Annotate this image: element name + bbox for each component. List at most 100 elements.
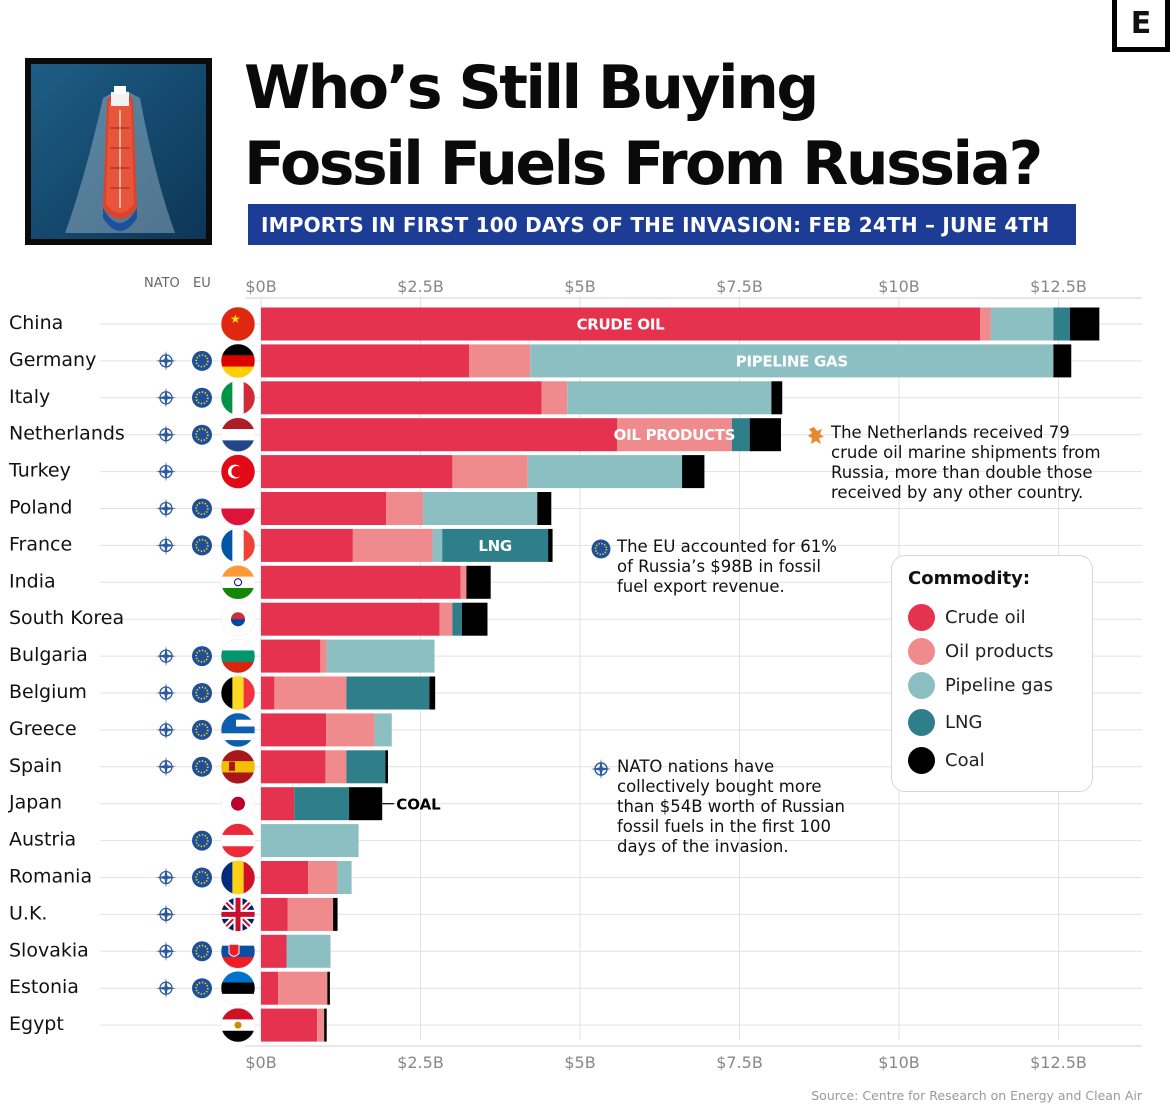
flag-crescent — [231, 466, 243, 478]
flag-stripe — [221, 1030, 255, 1043]
bar-segment — [327, 971, 330, 1005]
bar-segment — [261, 528, 353, 562]
flag-stripe — [221, 676, 233, 710]
x-tick-label-top: $10B — [878, 277, 920, 296]
flag-stripe — [243, 860, 255, 895]
nato-annotation-line: collectively bought more — [617, 777, 822, 796]
bar-segment — [527, 455, 683, 489]
bar-segment — [337, 861, 352, 894]
bar-segment — [442, 528, 549, 562]
eu-icon — [192, 941, 212, 962]
bar-segment — [261, 381, 542, 415]
legend-label: LNG — [945, 712, 983, 733]
bar-segment — [1053, 307, 1070, 341]
flag-taeguk — [231, 619, 245, 627]
bar-segment — [261, 750, 326, 784]
country-label: Germany — [9, 349, 96, 371]
flag-stripe — [221, 307, 255, 341]
subtitle-text: IMPORTS IN FIRST 100 DAYS OF THE INVASIO… — [261, 212, 1050, 237]
legend-item-coal: Coal — [908, 747, 985, 774]
nato-icon — [156, 498, 176, 519]
nato-icon — [156, 867, 176, 888]
flag-outline — [220, 528, 256, 563]
flag-stripe — [221, 719, 255, 727]
bar-segment — [261, 934, 287, 968]
eu-annotation-line: of Russia’s $98B in fossil — [617, 557, 821, 576]
nato-column-header: NATO — [144, 276, 180, 291]
flag-stripe — [221, 712, 255, 721]
flag-outline — [220, 380, 256, 416]
bar-segment — [349, 787, 383, 821]
flag-stripe — [232, 860, 245, 895]
netherlands-annotation-line: received by any other country. — [831, 483, 1084, 502]
country-label: Belgium — [9, 681, 87, 703]
flag-stripe — [221, 380, 233, 415]
flag-stripe — [221, 934, 255, 947]
flag-stripe — [221, 565, 255, 578]
flag-stripe — [221, 366, 255, 378]
bar-segment — [548, 528, 553, 562]
bar-segment — [274, 676, 347, 710]
flag-star: ★ — [230, 312, 241, 326]
netherlands-annotation-line: The Netherlands received 79 — [831, 423, 1070, 442]
bar-segment — [278, 971, 328, 1005]
country-label: India — [9, 570, 56, 592]
legend-item-oil-products: Oil products — [908, 638, 1054, 665]
flag-stripe — [221, 726, 255, 734]
bar-segment — [439, 602, 453, 636]
bar-segment — [261, 897, 288, 931]
eu-icon — [195, 354, 209, 368]
flag-stripe — [221, 740, 255, 747]
bar-segment — [980, 307, 991, 341]
country-label: Estonia — [9, 976, 79, 998]
flag-stripe — [221, 440, 255, 452]
x-tick-label-bottom: $2.5B — [397, 1053, 444, 1072]
eu-icon — [192, 535, 212, 556]
flag-stripe — [221, 343, 255, 356]
country-label: Japan — [8, 792, 62, 814]
bar-segment — [468, 344, 531, 378]
bar-segment — [261, 455, 453, 489]
flag-outline — [220, 601, 256, 637]
flag-stripe — [221, 982, 255, 995]
bar-segment — [346, 750, 386, 784]
eu-icon — [192, 830, 212, 851]
flag-emblem — [234, 1021, 242, 1029]
flag-stripe — [221, 355, 255, 368]
bar-segment — [460, 565, 467, 599]
bar-segment — [461, 602, 488, 636]
legend-label: Coal — [945, 750, 985, 771]
eu-icon — [195, 981, 209, 995]
bar-segment — [261, 787, 295, 821]
country-label: Slovakia — [9, 939, 89, 961]
bar-segment — [386, 492, 424, 525]
eu-icon — [192, 387, 212, 408]
flag-stripe — [221, 1008, 255, 1020]
bar-segment — [261, 418, 618, 452]
nato-icon — [156, 756, 176, 777]
eu-icon — [195, 391, 209, 405]
legend-item-lng: LNG — [908, 709, 982, 736]
flag-stripe — [243, 380, 255, 415]
nato-icon — [156, 387, 176, 408]
bar-segment — [346, 676, 430, 710]
flag-outline — [220, 306, 256, 342]
flag-stripe — [221, 772, 255, 784]
eu-icon — [192, 424, 212, 445]
x-tick-label-top: $12.5B — [1030, 277, 1087, 296]
flag-outline — [220, 749, 256, 785]
flag-outline — [220, 970, 256, 1006]
pipeline-gas-swatch — [908, 672, 935, 699]
bar-segment — [385, 750, 388, 784]
bar-segment — [1069, 307, 1100, 341]
bar-segment — [432, 528, 443, 562]
x-tick-label-top: $0B — [245, 277, 276, 296]
bar-segment — [326, 639, 435, 673]
country-label: Romania — [9, 866, 92, 888]
flag-stripe — [243, 676, 255, 710]
title-line-2: Fossil Fuels From Russia? — [244, 129, 1043, 199]
eu-icon — [192, 719, 212, 740]
country-label: Greece — [9, 718, 77, 740]
flag-stripe — [221, 846, 255, 858]
bar-segment — [423, 492, 538, 525]
